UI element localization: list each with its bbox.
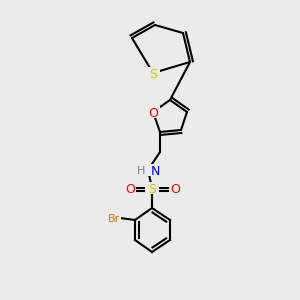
Bar <box>142 164 164 176</box>
Text: O: O <box>148 107 158 120</box>
Bar <box>169 182 181 194</box>
Bar <box>145 182 159 194</box>
Bar <box>103 212 121 224</box>
Text: S: S <box>148 183 156 196</box>
Bar <box>146 106 160 118</box>
Text: N: N <box>151 165 160 178</box>
Text: O: O <box>125 183 135 196</box>
Bar <box>146 67 160 79</box>
Text: S: S <box>149 68 157 81</box>
Text: Br: Br <box>108 214 120 224</box>
Text: O: O <box>170 183 180 196</box>
Text: H: H <box>136 166 145 176</box>
Bar <box>124 182 136 194</box>
